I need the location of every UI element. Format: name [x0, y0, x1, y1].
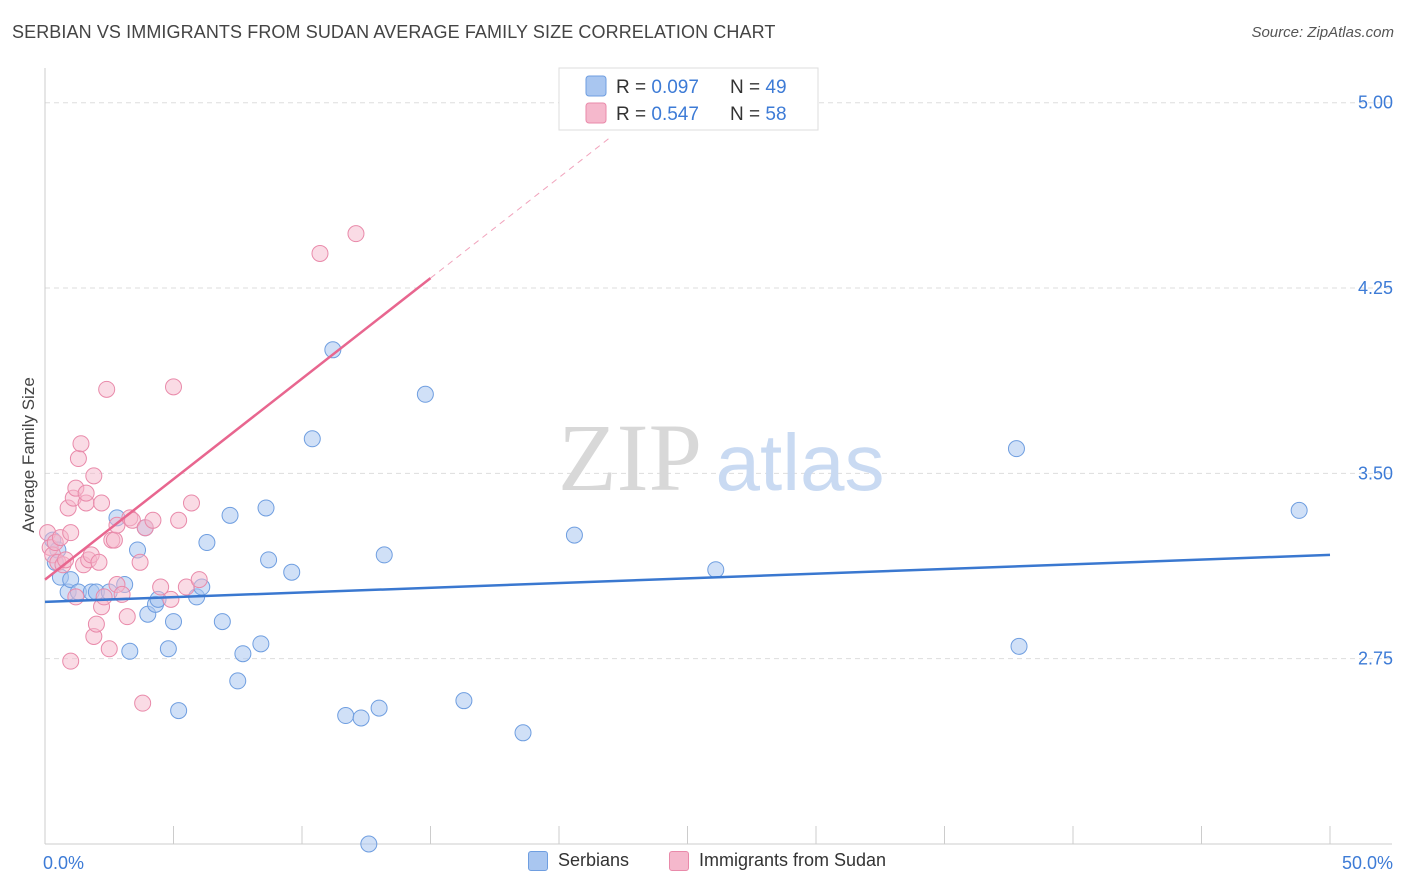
sudan-point: [134, 694, 152, 712]
serbians-point: [1010, 637, 1028, 655]
sudan-point: [165, 378, 182, 396]
sudan-point: [162, 590, 180, 608]
sudan-trend-line: [44, 277, 432, 581]
sudan-point: [105, 531, 123, 549]
legend-r-value-1: 0.097: [651, 77, 699, 98]
serbians-point: [229, 672, 247, 690]
x-tick-labels: 0.0% 50.0%: [43, 853, 1393, 873]
chart-title: SERBIAN VS IMMIGRANTS FROM SUDAN AVERAGE…: [12, 22, 776, 42]
serbians-point: [260, 551, 278, 569]
y-tick-label: 4.25: [1358, 278, 1393, 298]
sudan-point: [87, 615, 105, 633]
svg-text:R = 0.547: R = 0.547: [616, 104, 699, 125]
sudan-point: [72, 435, 90, 453]
serbians-point: [213, 613, 231, 631]
sudan-point: [57, 551, 75, 569]
serbians-point: [198, 534, 216, 552]
legend-top: R = 0.097 N = 49 R = 0.547 N = 58: [558, 67, 819, 131]
sudan-point: [67, 588, 85, 606]
y-tick-label: 3.50: [1358, 463, 1393, 483]
legend-n-label-1: N =: [730, 77, 765, 98]
sudan-point: [347, 225, 365, 243]
sudan-point: [100, 640, 118, 658]
x-tick-label-min: 0.0%: [43, 853, 84, 873]
serbians-trend-line: [44, 553, 1331, 604]
legend-r-label-1: R =: [616, 77, 651, 98]
source-label: Source: ZipAtlas.com: [1251, 24, 1394, 41]
legend-bottom-label-serbians: Serbians: [558, 850, 630, 870]
legend-swatch-serbians: [585, 75, 607, 97]
sudan-point: [62, 652, 80, 670]
y-tick-label: 5.00: [1358, 93, 1393, 113]
sudan-points: [39, 225, 365, 712]
sudan-point: [182, 494, 200, 512]
y-tick-label: 2.75: [1358, 649, 1393, 669]
serbians-point: [170, 702, 188, 720]
serbians-point: [1007, 440, 1025, 458]
serbians-point: [283, 563, 301, 581]
serbians-point: [360, 835, 378, 853]
sudan-point: [62, 524, 80, 542]
serbians-point: [352, 709, 370, 727]
legend-n-label-2: N =: [730, 104, 765, 125]
sudan-point: [69, 450, 87, 468]
legend-n-value-1: 49: [765, 77, 786, 98]
sudan-point: [144, 511, 162, 529]
sudan-point: [177, 578, 195, 596]
legend-r-value-2: 0.547: [651, 104, 699, 125]
sudan-point: [95, 588, 113, 606]
sudan-point: [90, 553, 108, 571]
sudan-point: [93, 494, 111, 512]
serbians-point: [252, 635, 270, 653]
y-axis-label: Average Family Size: [19, 377, 38, 533]
serbians-point: [514, 724, 532, 742]
sudan-point: [85, 467, 103, 485]
serbians-point: [257, 499, 275, 517]
svg-text:R = 0.097: R = 0.097: [616, 77, 699, 98]
legend-item-sudan: Immigrants from Sudan: [669, 850, 886, 871]
serbians-point: [303, 430, 321, 448]
serbians-point: [221, 506, 239, 524]
axes: [44, 68, 1392, 845]
serbians-point: [565, 526, 583, 544]
serbians-point: [707, 561, 725, 579]
trend-lines: [44, 136, 1331, 604]
serbians-point: [416, 385, 434, 403]
watermark-atlas: atlas: [716, 418, 885, 507]
serbians-point: [62, 571, 80, 589]
serbians-point: [455, 692, 473, 710]
legend-swatch-sudan: [585, 102, 607, 124]
serbians-point: [337, 707, 355, 725]
serbians-point: [234, 645, 252, 663]
legend-bottom: Serbians Immigrants from Sudan: [0, 850, 1406, 880]
sudan-point: [311, 244, 329, 262]
sudan-point: [190, 571, 208, 589]
legend-bottom-swatch-sudan: [669, 850, 689, 871]
legend-bottom-label-sudan: Immigrants from Sudan: [699, 850, 887, 870]
serbians-point: [165, 613, 182, 631]
serbians-point: [375, 546, 393, 564]
legend-n-value-2: 58: [765, 104, 786, 125]
sudan-point: [77, 484, 95, 502]
sudan-trend-extension: [430, 136, 611, 279]
sudan-point: [131, 553, 149, 571]
svg-text:N = 49: N = 49: [730, 77, 787, 98]
y-tick-labels: 5.00 4.25 3.50 2.75: [1358, 93, 1393, 669]
sudan-point: [118, 608, 136, 626]
sudan-point: [152, 578, 170, 596]
legend-item-serbians: Serbians: [528, 850, 629, 871]
serbians-point: [1290, 501, 1308, 519]
x-tick-label-max: 50.0%: [1342, 853, 1393, 873]
sudan-point: [98, 380, 116, 398]
svg-text:N = 58: N = 58: [730, 104, 787, 125]
legend-r-label-2: R =: [616, 104, 651, 125]
serbians-point: [159, 640, 177, 658]
serbians-point: [121, 642, 139, 660]
legend-bottom-swatch-serbians: [528, 850, 548, 871]
serbians-point: [370, 699, 388, 717]
sudan-point: [170, 511, 188, 529]
watermark-zip: ZIP: [558, 404, 702, 511]
